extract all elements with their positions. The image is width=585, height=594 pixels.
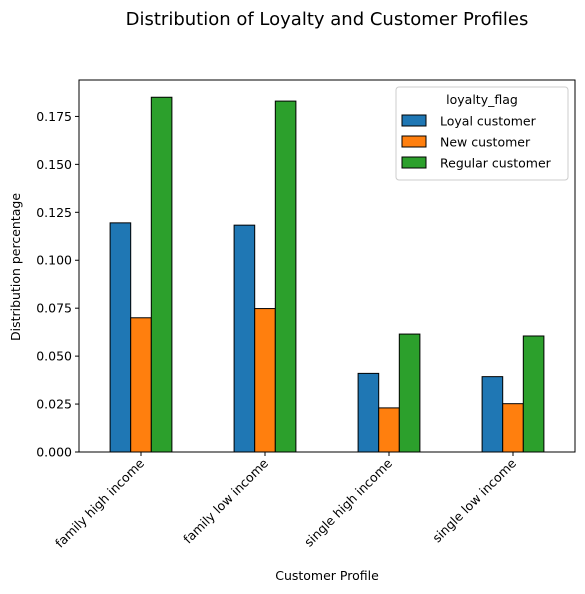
bar-new-customer: [502, 403, 524, 453]
y-tick-label: 0.175: [36, 109, 72, 124]
legend-swatch: [401, 156, 427, 169]
legend-items: Loyal customer New customer Regular custom…: [401, 114, 552, 171]
legend-label: New customer: [440, 135, 531, 150]
y-tick-label: 0.150: [36, 157, 72, 172]
bar-new-customer: [130, 317, 152, 453]
bar-loyal-customer: [233, 224, 256, 453]
x-axis-label: Customer Profile: [275, 568, 379, 583]
x-tick-label: family low income: [180, 455, 271, 546]
bar-regular-customer: [522, 335, 545, 453]
y-tick-label: 0.125: [36, 205, 72, 220]
bar-new-customer: [378, 407, 400, 453]
x-tick-label: single low income: [429, 455, 519, 545]
bar-loyal-customer: [357, 372, 380, 453]
legend-swatch: [401, 135, 427, 148]
y-tick-label: 0.075: [36, 301, 72, 316]
y-tick-label: 0.000: [36, 445, 72, 460]
y-tick-label: 0.100: [36, 253, 72, 268]
y-tick-label: 0.025: [36, 397, 72, 412]
axes-frame: [78, 79, 576, 453]
legend: loyalty_flag Loyal customer New customer R…: [395, 86, 569, 181]
bar-regular-customer: [398, 333, 421, 453]
legend-title: loyalty_flag: [446, 92, 518, 107]
bar-regular-customer: [274, 100, 297, 453]
chart-title: Distribution of Loyalty and Customer Pro…: [126, 9, 529, 30]
bar-loyal-customer: [109, 222, 132, 453]
bar-new-customer: [254, 308, 276, 453]
legend-frame: [395, 86, 569, 181]
x-tick-label: single high income: [301, 455, 395, 549]
bar-regular-customer: [150, 96, 173, 453]
y-tick-label: 0.050: [36, 349, 72, 364]
y-axis-label: Distribution percentage: [8, 193, 23, 341]
legend-label: Loyal customer: [440, 114, 537, 129]
bar-loyal-customer: [481, 376, 504, 453]
legend-label: Regular customer: [440, 156, 552, 171]
legend-swatch: [401, 114, 427, 127]
x-tick-label: family high income: [52, 455, 147, 550]
